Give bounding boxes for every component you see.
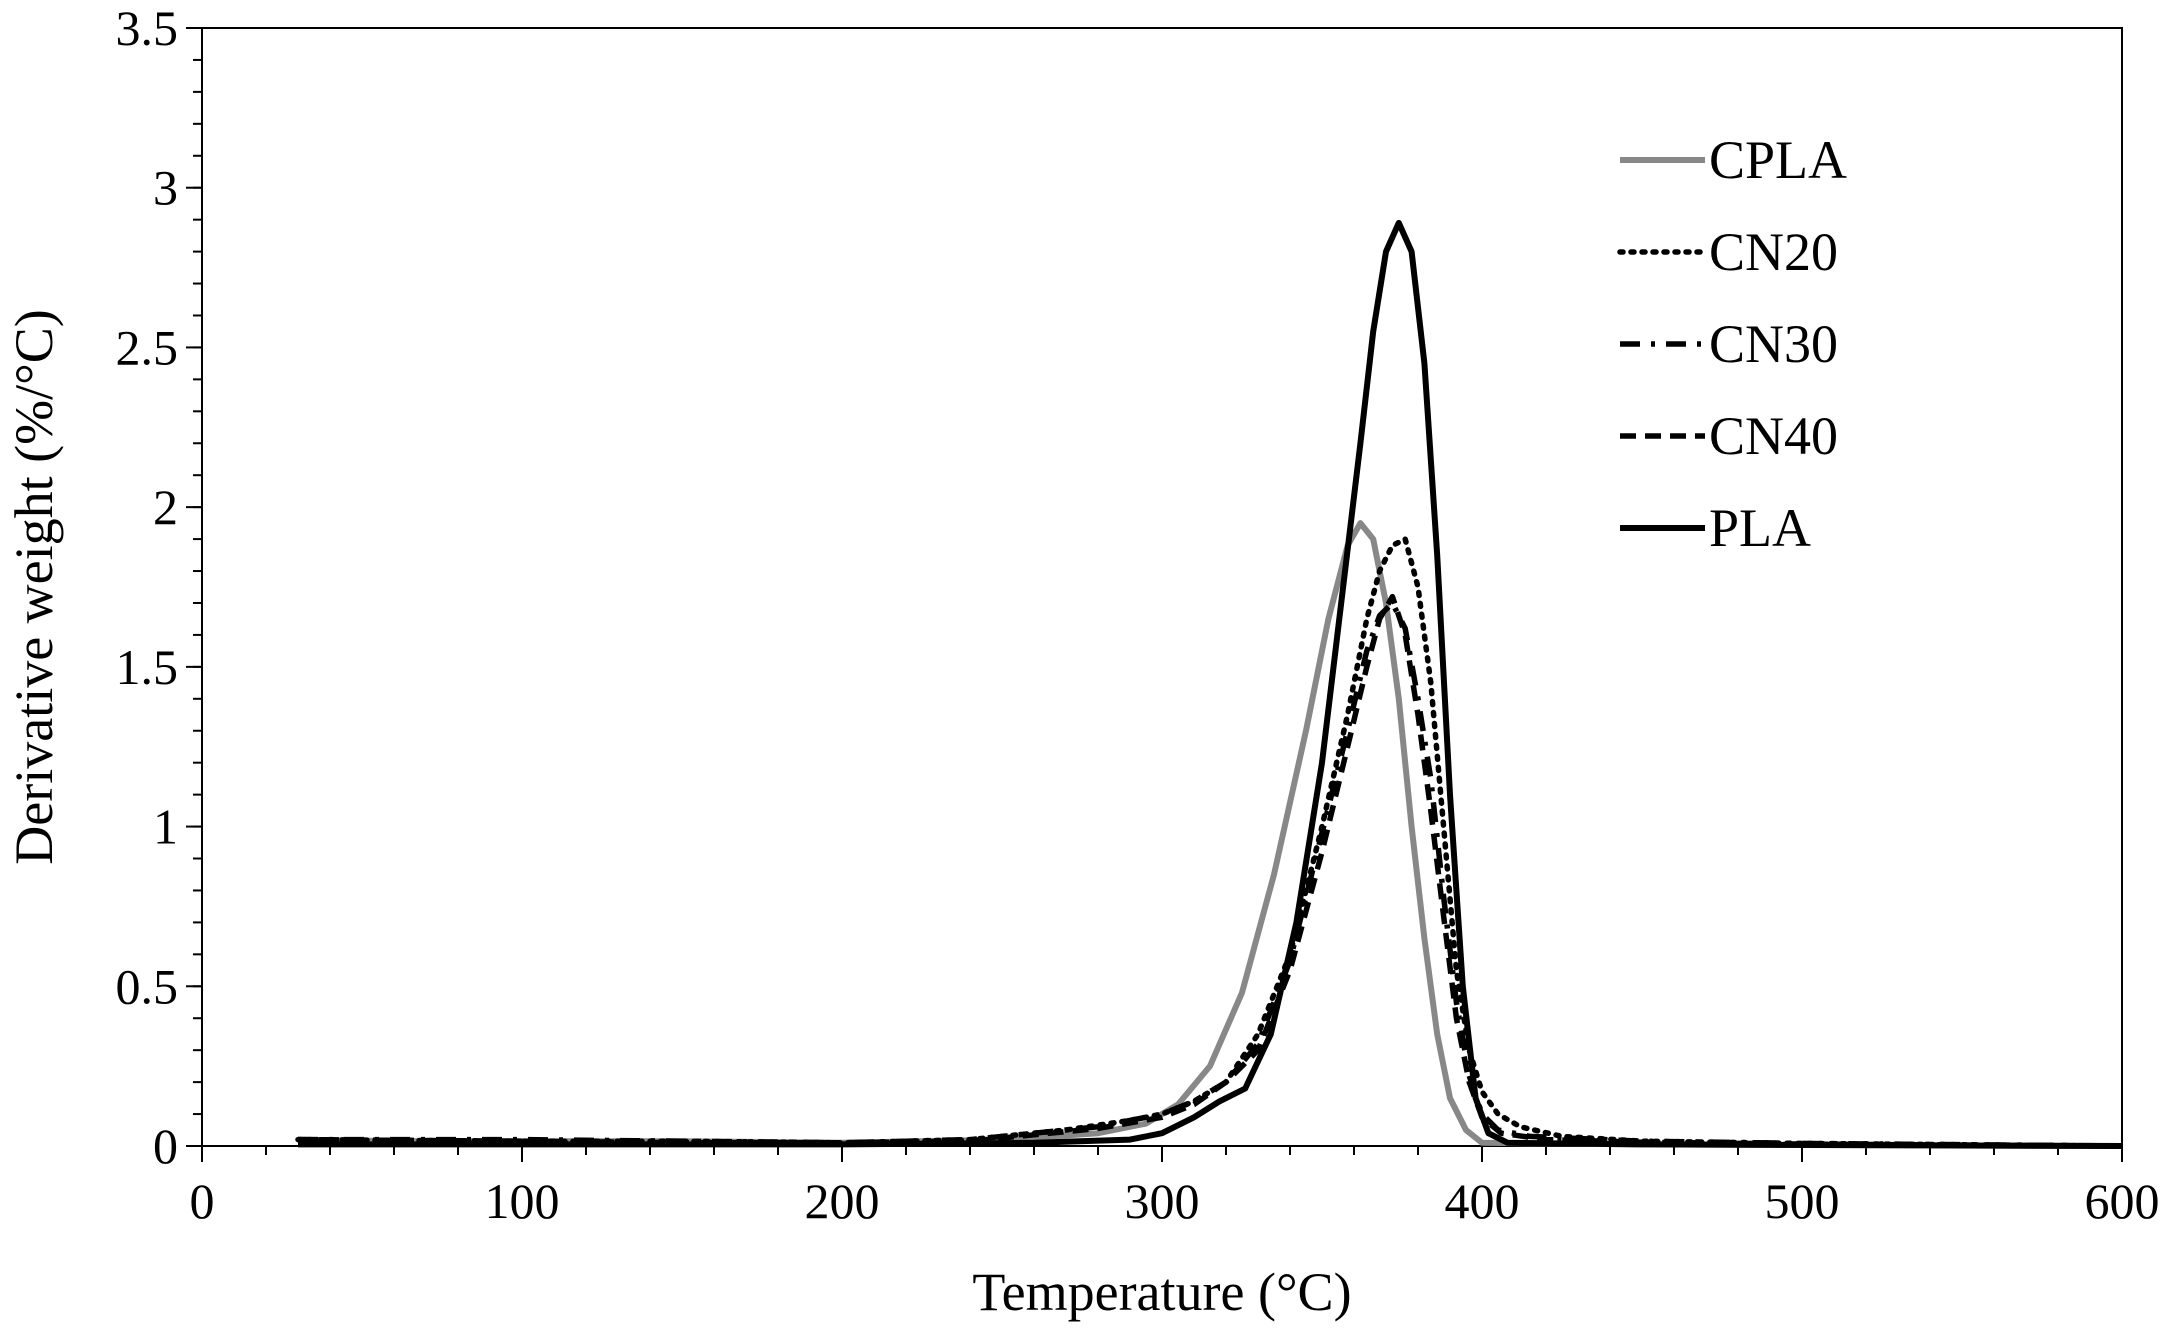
legend-label-cn30: CN30 [1709,314,1838,374]
y-tick-label: 1 [153,799,178,855]
x-tick-label: 0 [190,1173,215,1229]
x-axis-ticks: 0 100 200 300 400 500 600 [190,1146,2160,1229]
x-axis-title: Temperature (°C) [972,1262,1351,1322]
legend: CPLA CN20 CN30 CN40 PLA [1617,130,1847,558]
y-tick-label: 2 [153,479,178,535]
x-tick-label: 500 [1765,1173,1840,1229]
y-tick-label: 1.5 [116,639,179,695]
y-tick-label: 2.5 [116,319,179,375]
series-line-pla [298,219,2123,1149]
series-layer [295,219,2125,1149]
x-tick-label: 600 [2085,1173,2160,1229]
legend-label-cpla: CPLA [1709,130,1847,190]
y-tick-label: 0 [153,1118,178,1174]
x-tick-label: 300 [1125,1173,1200,1229]
series-line-cn40 [297,593,2123,1149]
legend-label-cn40: CN40 [1709,406,1838,466]
x-tick-label: 200 [805,1173,880,1229]
plot-area [201,27,2123,1147]
y-tick-label: 3.5 [116,0,179,56]
x-tick-label: 100 [485,1173,560,1229]
legend-label-cn20: CN20 [1709,222,1838,282]
y-axis-ticks: 0 0.5 1 1.5 2 2.5 3 3.5 [116,0,202,1174]
y-minor-ticks [193,27,202,1147]
legend-label-pla: PLA [1709,498,1811,558]
y-tick-label: 3 [153,160,178,216]
y-tick-label: 0.5 [116,958,179,1014]
x-tick-label: 400 [1445,1173,1520,1229]
series-line-cn30 [298,600,2123,1149]
y-axis-title: Derivative weight (%/°C) [4,309,64,864]
